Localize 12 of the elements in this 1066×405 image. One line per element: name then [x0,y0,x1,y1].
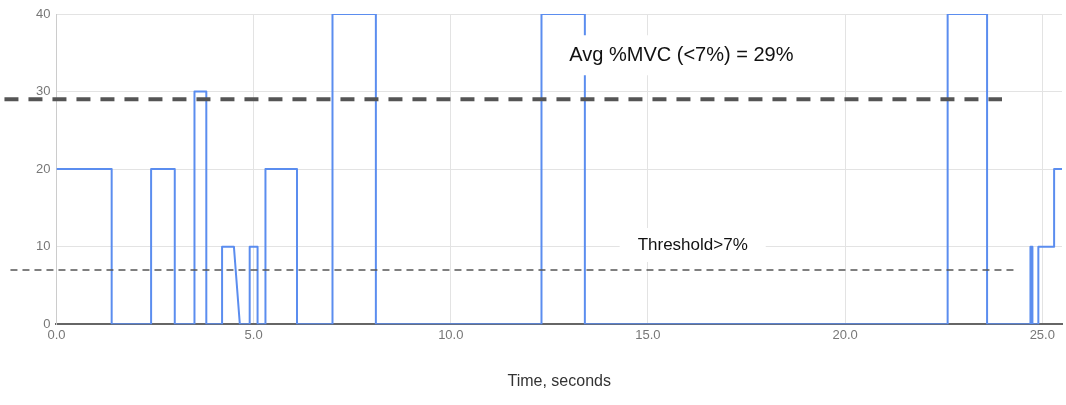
x-tick-label: 15.0 [635,326,661,342]
x-tick-label: 5.0 [244,326,263,342]
x-tick-label: 20.0 [832,326,858,342]
x-tick-label: 10.0 [438,326,464,342]
ref-line-label: Avg %MVC (<7%) = 29% [569,42,794,65]
x-tick-label: 25.0 [1029,326,1055,342]
x-axis-title: Time, seconds [507,371,611,389]
ref-line-label: Threshold>7% [637,234,748,254]
y-tick-label: 30 [35,83,51,99]
y-tick-label: 20 [35,160,51,176]
y-tick-label: 40 [35,5,51,21]
y-tick-label: 10 [35,238,51,254]
